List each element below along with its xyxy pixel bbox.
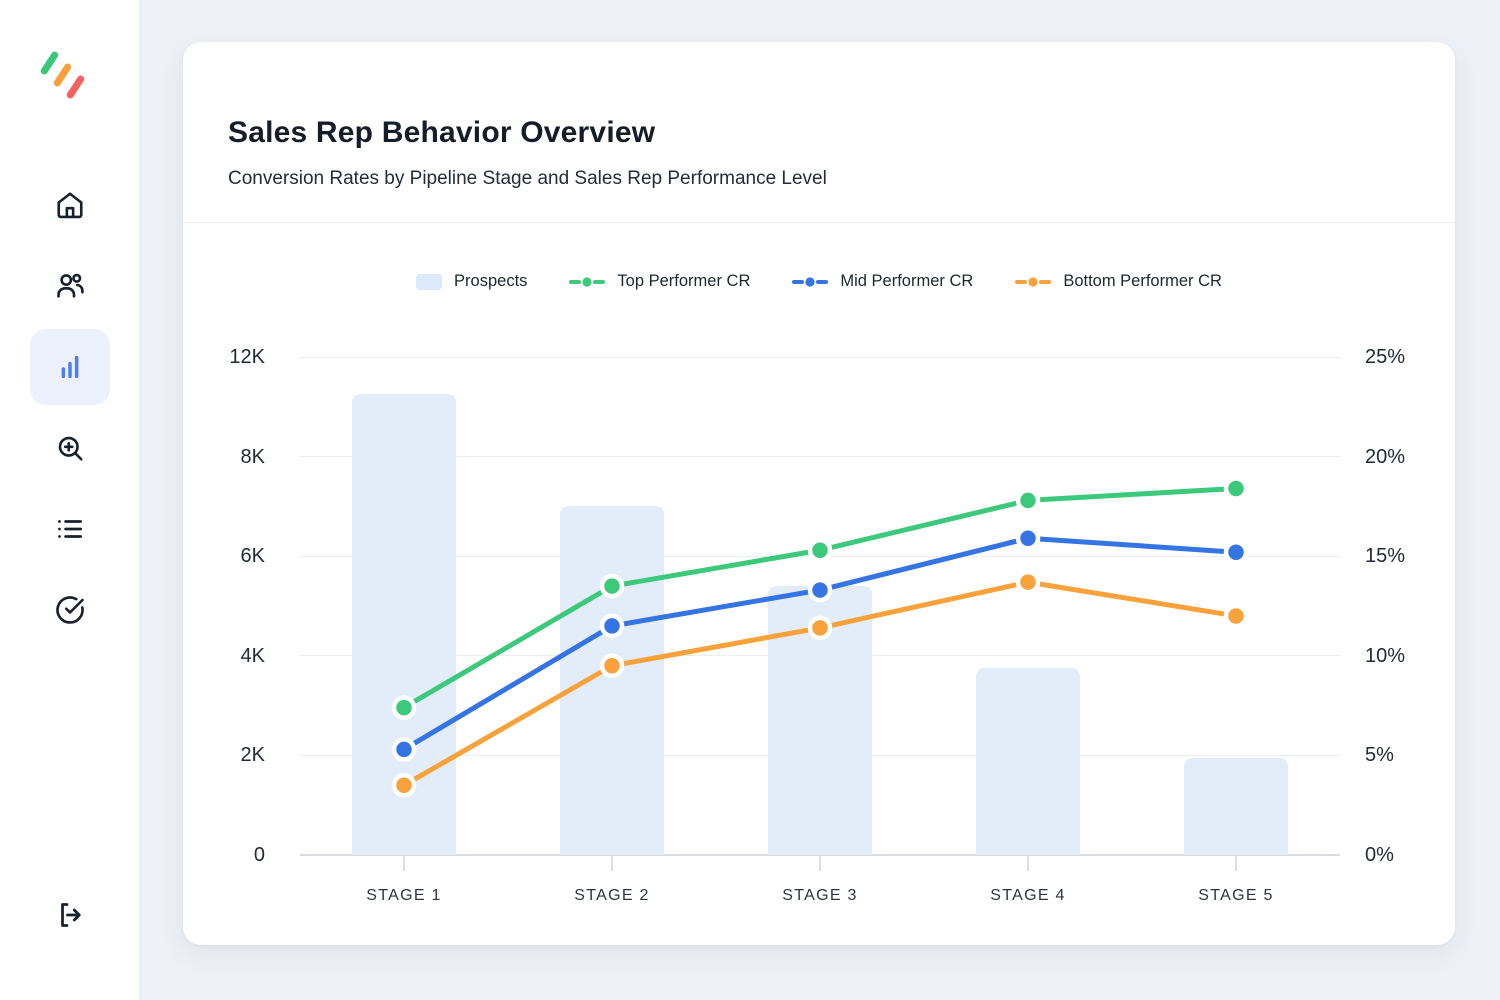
legend-label: Mid Performer CR: [840, 272, 974, 290]
sidebar-item-logout[interactable]: [30, 877, 110, 953]
sidebar-item-list[interactable]: [30, 491, 110, 567]
legend-label: Prospects: [454, 272, 528, 290]
legend-item-bottom-performer-cr[interactable]: Bottom Performer CR: [1015, 272, 1222, 291]
sidebar-item-tasks[interactable]: [30, 572, 110, 648]
card-header: Sales Rep Behavior Overview Conversion R…: [183, 42, 1455, 223]
x-axis-label-stage-3: STAGE 3: [782, 887, 858, 904]
line-mid-performer-cr: [401, 535, 1239, 752]
x-axis-label-stage-1: STAGE 1: [366, 887, 442, 904]
right-axis-tick-label: 15%: [1365, 545, 1406, 568]
marker-mid-performer-cr-stage-2[interactable]: [599, 613, 625, 639]
legend-line-swatch: [1015, 276, 1052, 287]
legend-label: Top Performer CR: [617, 272, 751, 290]
marker-mid-performer-cr-stage-1[interactable]: [391, 737, 417, 762]
chart-legend: Prospects Top Performer CR Mid Performer…: [183, 272, 1455, 291]
home-icon: [56, 192, 83, 219]
bar-chart-icon: [61, 355, 78, 379]
right-axis-tick-label: 10%: [1365, 644, 1406, 667]
page-subtitle: Conversion Rates by Pipeline Stage and S…: [228, 168, 827, 189]
marker-top-performer-cr-stage-4[interactable]: [1015, 488, 1041, 513]
legend-item-top-performer-cr[interactable]: Top Performer CR: [569, 272, 750, 291]
line-bottom-performer-cr: [401, 579, 1239, 788]
marker-mid-performer-cr-stage-4[interactable]: [1015, 526, 1041, 551]
sidebar: [0, 0, 140, 1000]
list-icon: [57, 520, 82, 538]
x-axis-tick: [403, 855, 405, 871]
sidebar-item-search[interactable]: [30, 410, 110, 486]
logo-slash-orange: [51, 62, 73, 88]
marker-bottom-performer-cr-stage-5[interactable]: [1223, 603, 1249, 629]
legend-label: Bottom Performer CR: [1063, 272, 1222, 290]
zoom-in-icon: [58, 436, 83, 461]
legend-line-swatch: [792, 276, 829, 287]
x-axis-tick: [819, 855, 821, 871]
marker-top-performer-cr-stage-5[interactable]: [1223, 476, 1249, 501]
bar-stage-2[interactable]: [560, 506, 664, 855]
logout-icon: [60, 903, 81, 927]
right-axis-tick-label: 5%: [1365, 744, 1394, 767]
left-axis-tick-label: 0: [253, 844, 265, 866]
marker-top-performer-cr-stage-2[interactable]: [599, 573, 625, 599]
left-axis-tick-label: 2K: [240, 744, 265, 767]
sidebar-item-home[interactable]: [30, 167, 110, 243]
gridline: [300, 456, 1340, 458]
marker-bottom-performer-cr-stage-2[interactable]: [599, 653, 625, 679]
logo-slash-green: [38, 50, 60, 76]
legend-line-swatch: [569, 276, 606, 287]
marker-bottom-performer-cr-stage-4[interactable]: [1015, 569, 1041, 595]
right-axis-tick-label: 20%: [1365, 445, 1406, 468]
marker-bottom-performer-cr-stage-1[interactable]: [391, 773, 417, 798]
gridline: [300, 356, 1340, 358]
sidebar-item-analytics[interactable]: [29, 329, 110, 405]
bar-stage-4[interactable]: [976, 668, 1080, 855]
x-axis-label-stage-4: STAGE 4: [990, 887, 1066, 904]
right-axis-tick-label: 0%: [1365, 844, 1394, 866]
x-axis-tick: [1235, 855, 1237, 871]
check-circle-icon: [55, 596, 84, 624]
left-axis-tick-label: 6K: [240, 545, 265, 568]
line-chart-layer: [391, 476, 1249, 798]
left-axis-tick-label: 4K: [240, 644, 265, 667]
x-axis-label-stage-2: STAGE 2: [574, 887, 650, 904]
x-axis-label-stage-5: STAGE 5: [1198, 887, 1274, 904]
marker-bottom-performer-cr-stage-3[interactable]: [807, 615, 833, 641]
sidebar-item-users[interactable]: [30, 248, 110, 324]
x-axis-tick: [1027, 855, 1029, 871]
page-title: Sales Rep Behavior Overview: [228, 116, 656, 149]
marker-mid-performer-cr-stage-5[interactable]: [1223, 539, 1249, 565]
left-axis-tick-label: 12K: [229, 346, 265, 368]
dashboard-card: Sales Rep Behavior Overview Conversion R…: [183, 42, 1455, 945]
marker-mid-performer-cr-stage-3[interactable]: [807, 577, 833, 603]
x-axis-tick: [611, 855, 613, 871]
users-icon: [56, 273, 84, 298]
bar-stage-5[interactable]: [1184, 757, 1288, 855]
plot-area: [300, 356, 1340, 856]
sidebar-nav: [29, 167, 110, 648]
legend-item-mid-performer-cr[interactable]: Mid Performer CR: [792, 272, 973, 291]
marker-top-performer-cr-stage-1[interactable]: [391, 695, 417, 720]
legend-item-prospects[interactable]: Prospects: [416, 272, 527, 291]
logo-slash-red: [64, 74, 86, 100]
marker-top-performer-cr-stage-3[interactable]: [807, 537, 833, 563]
right-axis-tick-label: 25%: [1365, 346, 1406, 368]
legend-swatch: [416, 273, 443, 290]
app-logo[interactable]: [38, 50, 100, 112]
left-axis-tick-label: 8K: [240, 445, 265, 468]
